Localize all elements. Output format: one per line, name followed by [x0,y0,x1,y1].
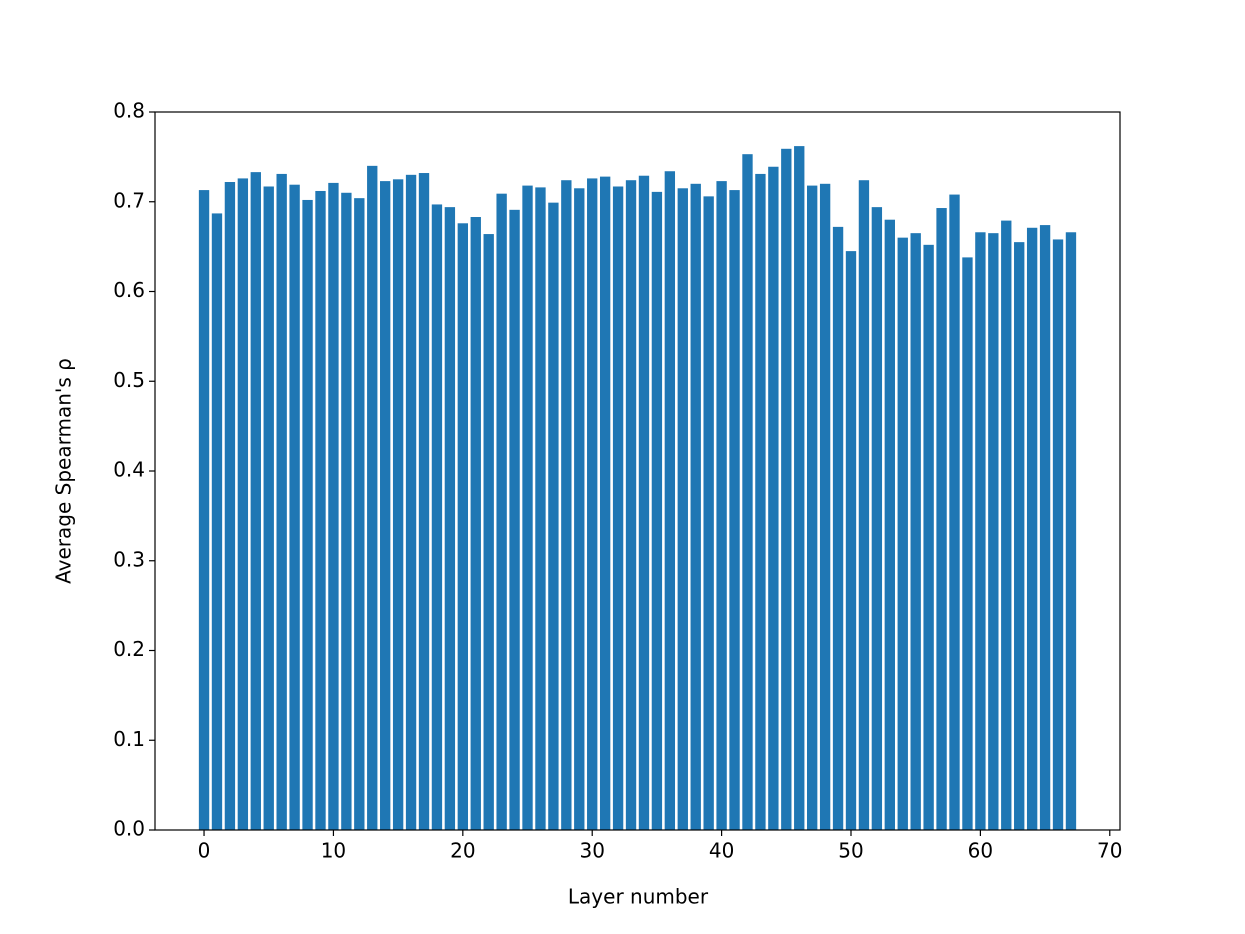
bar [1065,232,1077,830]
bar [457,223,468,831]
x-tick-label: 20 [450,839,475,863]
bar [535,187,546,830]
bar [431,204,443,830]
bar [1039,225,1051,830]
bar [276,173,287,831]
bar [651,191,663,830]
bar [677,188,688,831]
bar [548,202,559,830]
bar [949,194,960,830]
bar [1001,220,1012,830]
bar [599,176,611,830]
bar [781,148,792,831]
bar [612,186,624,830]
bar [897,237,908,830]
x-tick-label: 30 [579,839,604,863]
y-axis-label: Average Spearman's ρ [52,358,76,584]
bar [496,193,507,831]
x-tick-label: 60 [968,839,993,863]
bar [405,174,417,830]
bar [354,198,365,830]
bar [224,182,236,830]
bar [768,166,779,830]
bar [315,190,326,831]
y-tick-label: 0.4 [113,458,145,482]
bar [910,233,921,831]
bar [418,173,430,830]
bar [988,233,999,831]
bar [509,209,520,830]
y-tick-label: 0.3 [113,547,145,571]
bar [470,217,481,830]
bar [716,181,727,831]
bar [237,178,249,831]
x-axis-label: Layer number [568,885,709,909]
bar [574,188,585,831]
bar [664,171,676,831]
y-tick-label: 0.6 [113,278,145,302]
bar [1026,227,1038,831]
bar [690,183,701,831]
bar [263,186,274,830]
y-tick-label: 0.1 [113,727,145,751]
bar [1014,242,1025,830]
bar [250,172,261,830]
bar [625,180,637,830]
bar [211,213,223,831]
bar [561,180,572,830]
bar [444,207,456,830]
bar [1052,239,1064,830]
bar [638,175,650,830]
bar [392,179,404,830]
bar [302,199,313,830]
bar [380,181,391,831]
bar [819,183,831,831]
x-tick-label: 0 [198,839,211,863]
bar [483,234,494,830]
x-tick-label: 10 [321,839,346,863]
bar [729,190,740,830]
y-tick-label: 0.0 [113,817,145,841]
bar [807,185,818,831]
bar [923,244,934,830]
bar [587,178,598,831]
bar [755,173,766,831]
bar [198,190,210,830]
bar [367,165,378,831]
y-tick-label: 0.7 [113,188,145,212]
bar [289,184,300,830]
bar [845,251,857,831]
bar [522,185,533,831]
bar [884,219,895,830]
x-tick-label: 70 [1097,839,1122,863]
bar [871,207,883,830]
bar [962,257,973,830]
plot-frame [154,111,1121,831]
bar [794,146,805,831]
bar [936,208,947,831]
bar [975,232,986,830]
bar [832,226,844,830]
x-tick-label: 40 [709,839,734,863]
bar [858,180,870,830]
bar [742,154,753,830]
y-tick-label: 0.2 [113,637,145,661]
bar [328,182,339,831]
bar [703,196,714,831]
y-tick-label: 0.5 [113,368,145,392]
y-tick-label: 0.8 [113,99,145,123]
x-tick-label: 50 [838,839,863,863]
bar [341,192,352,830]
